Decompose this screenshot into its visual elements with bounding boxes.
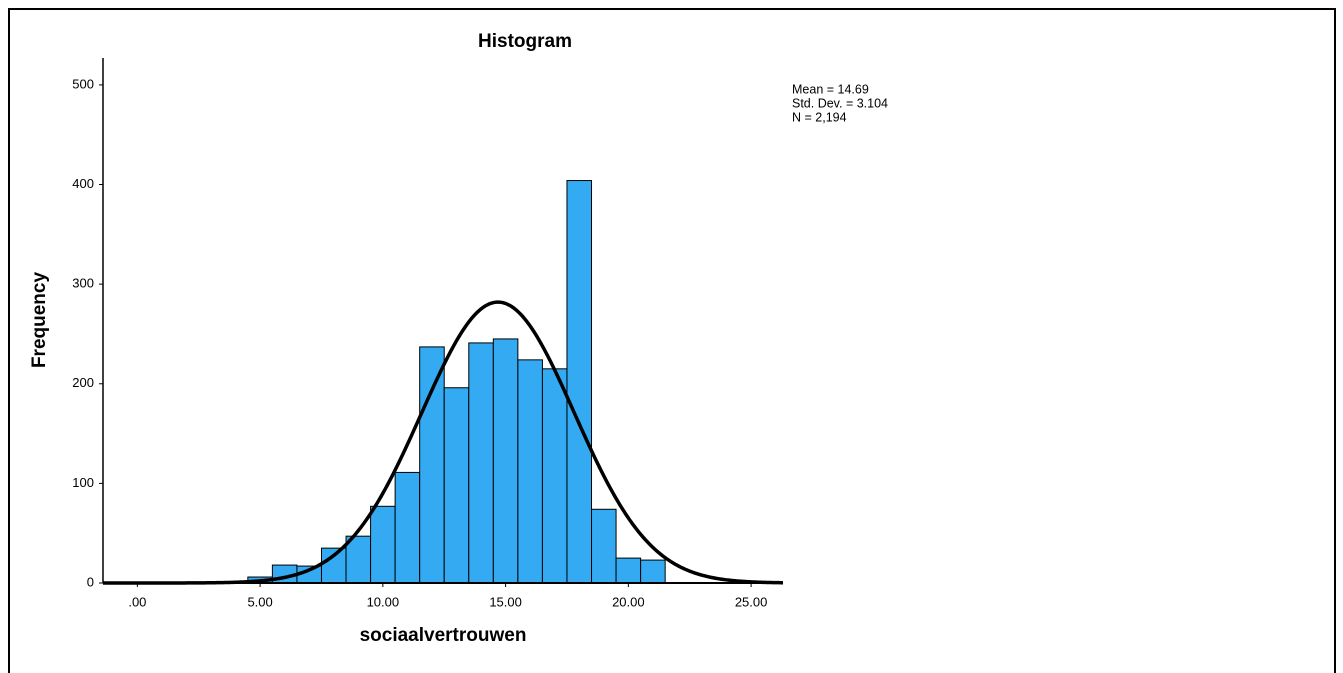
bar (640, 559, 666, 584)
bar (566, 180, 593, 584)
stats-annotation: Std. Dev. = 3.104 (792, 96, 888, 110)
bar (419, 346, 445, 584)
x-tick-label: 10.00 (367, 594, 400, 609)
bar (370, 505, 396, 584)
x-tick-label: 15.00 (489, 594, 522, 609)
bar (443, 387, 470, 584)
y-tick-label: 400 (72, 176, 94, 191)
bar (591, 508, 617, 584)
stats-annotation: N = 2,194 (792, 110, 847, 124)
x-tick-label: 20.00 (612, 594, 645, 609)
frame (8, 8, 1336, 673)
stats-annotation: Mean = 14.69 (792, 82, 869, 96)
y-tick-label: 500 (72, 76, 94, 91)
y-tick-label: 100 (72, 475, 94, 490)
bar (468, 342, 494, 584)
y-tick-label: 200 (72, 375, 94, 390)
chart-title: Histogram (478, 31, 572, 52)
bar (517, 359, 543, 584)
x-tick-label: .00 (128, 594, 146, 609)
x-tick-label: 5.00 (247, 594, 272, 609)
y-tick-label: 300 (72, 276, 94, 291)
bar (394, 471, 421, 584)
x-axis-label: sociaalvertrouwen (360, 625, 527, 646)
y-axis-label: Frequency (29, 272, 50, 369)
bar (345, 535, 372, 584)
bar (615, 557, 642, 584)
x-tick-label: 25.00 (735, 594, 768, 609)
bar (541, 368, 568, 584)
y-tick-label: 0 (87, 574, 94, 589)
bar (492, 338, 519, 584)
